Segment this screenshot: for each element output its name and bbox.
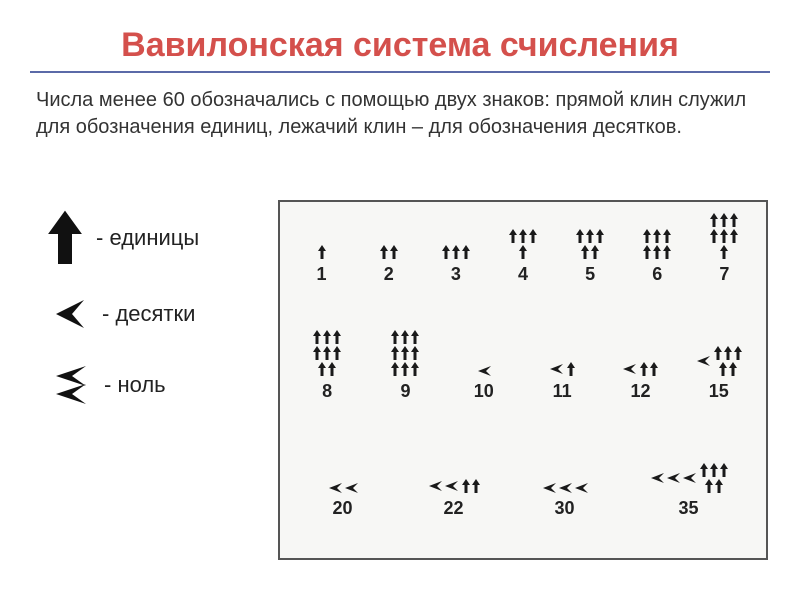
slide-root: Вавилонская система счисления Числа мене…	[0, 0, 800, 600]
numeral-cell: 2	[364, 212, 414, 285]
numeral-label: 5	[585, 264, 595, 285]
numeral-label: 3	[451, 264, 461, 285]
numeral-cell: 4	[498, 212, 548, 285]
zero-wedge-icon	[48, 362, 90, 408]
glyph-group	[441, 212, 471, 260]
numeral-label: 12	[630, 381, 650, 402]
title-underline	[30, 71, 770, 73]
glyph-group	[317, 212, 327, 260]
glyph-group	[390, 317, 420, 377]
numeral-cell: 11	[537, 317, 587, 402]
numeral-label: 1	[317, 264, 327, 285]
page-title: Вавилонская система счисления	[30, 26, 770, 65]
numeral-cell: 22	[427, 434, 481, 519]
glyph-group	[642, 212, 672, 260]
glyph-group	[621, 317, 659, 377]
numeral-label: 20	[332, 498, 352, 519]
numeral-label: 22	[443, 498, 463, 519]
ten-wedge-icon	[48, 294, 88, 334]
legend-units-label: - единицы	[96, 225, 199, 251]
numeral-label: 4	[518, 264, 528, 285]
numeral-label: 10	[474, 381, 494, 402]
legend-units: - единицы	[48, 210, 199, 266]
numeral-cell: 6	[632, 212, 682, 285]
numeral-label: 8	[322, 381, 332, 402]
numeral-cell: 35	[649, 434, 729, 519]
numeral-cell: 9	[380, 317, 430, 402]
numeral-cell: 12	[615, 317, 665, 402]
glyph-group	[649, 434, 729, 494]
glyph-group	[508, 212, 538, 260]
legend: - единицы - десятки - ноль	[48, 210, 199, 436]
numeral-label: 6	[652, 264, 662, 285]
glyph-group	[312, 317, 342, 377]
numeral-label: 2	[384, 264, 394, 285]
numeral-table: 1 2 3 4 5 6	[278, 200, 768, 560]
numeral-cell: 8	[302, 317, 352, 402]
glyph-group	[427, 434, 481, 494]
numeral-cell: 20	[318, 434, 368, 519]
glyph-group	[575, 212, 605, 260]
unit-wedge-icon	[48, 210, 82, 266]
glyph-group	[548, 317, 576, 377]
numeral-cell: 1	[297, 212, 347, 285]
numeral-cell: 10	[459, 317, 509, 402]
numeral-label: 35	[678, 498, 698, 519]
numeral-label: 9	[400, 381, 410, 402]
legend-tens-label: - десятки	[102, 301, 195, 327]
numeral-label: 7	[719, 264, 729, 285]
table-row: 1 2 3 4 5 6	[288, 212, 758, 285]
numeral-label: 15	[709, 381, 729, 402]
glyph-group	[379, 212, 399, 260]
table-row: 20 22 30	[288, 434, 758, 519]
numeral-cell: 5	[565, 212, 615, 285]
numeral-label: 30	[554, 498, 574, 519]
glyph-group	[709, 212, 739, 260]
table-row: 8 9 10 11	[288, 317, 758, 402]
legend-zero-label: - ноль	[104, 372, 166, 398]
numeral-cell: 15	[694, 317, 744, 402]
glyph-group	[695, 317, 743, 377]
glyph-group	[327, 434, 359, 494]
numeral-cell: 30	[540, 434, 590, 519]
numeral-label: 11	[553, 381, 572, 402]
glyph-group	[541, 434, 589, 494]
numeral-cell: 7	[699, 212, 749, 285]
numeral-cell: 3	[431, 212, 481, 285]
description-text: Числа менее 60 обозначались с помощью дв…	[36, 87, 764, 141]
legend-zero: - ноль	[48, 362, 199, 408]
glyph-group	[476, 317, 492, 377]
legend-tens: - десятки	[48, 294, 199, 334]
